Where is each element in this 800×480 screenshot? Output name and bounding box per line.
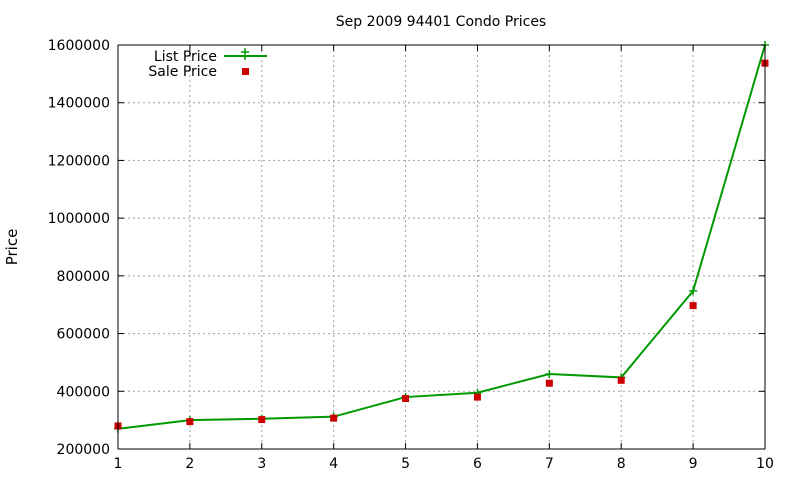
sale-price-point	[617, 376, 625, 384]
y-tick-label: 1000000	[48, 211, 110, 227]
x-tick-label: 2	[185, 456, 194, 472]
x-tick-label: 8	[617, 456, 626, 472]
legend-label-sale-price: Sale Price	[148, 64, 217, 80]
x-tick-label: 1	[114, 456, 123, 472]
series-layer	[114, 41, 769, 433]
x-tick-label: 7	[545, 456, 554, 472]
y-axis-label: Price	[3, 229, 21, 266]
x-tick-label: 10	[756, 456, 774, 472]
sale-price-point	[330, 414, 338, 422]
axis-ticks: 1 2 3 4 5 6 7 8 9 10 200000 400000 600000 800000 10000…	[48, 38, 774, 472]
sale-price-point	[689, 302, 697, 310]
list-price-line	[117, 44, 766, 430]
sale-price-point	[186, 418, 194, 426]
sale-price-point	[258, 416, 266, 424]
sale-price-point	[473, 393, 481, 401]
x-tick-label: 4	[329, 456, 338, 472]
chart-title: Sep 2009 94401 Condo Prices	[336, 14, 546, 30]
list-price-point	[689, 286, 698, 295]
y-tick-label: 1200000	[48, 153, 110, 169]
plot-frame	[117, 44, 766, 450]
legend-marker-sale-price	[242, 68, 249, 75]
legend-label-list-price: List Price	[154, 49, 217, 65]
legend: List Price Sale Price	[148, 48, 267, 80]
legend-marker-list-price	[241, 48, 249, 60]
y-tick-label: 600000	[57, 327, 110, 343]
sale-price-point	[545, 379, 553, 387]
grid-lines	[118, 45, 765, 449]
sale-price-point	[402, 395, 410, 402]
y-tick-label: 1400000	[48, 96, 110, 112]
x-tick-label: 5	[401, 456, 410, 472]
y-tick-label: 200000	[57, 442, 110, 458]
x-tick-label: 9	[689, 456, 698, 472]
y-tick-label: 800000	[57, 269, 110, 285]
x-tick-label: 6	[473, 456, 482, 472]
list-price-point	[545, 369, 554, 378]
x-tick-label: 3	[257, 456, 266, 472]
y-tick-label: 400000	[57, 384, 110, 400]
y-tick-label: 1600000	[48, 38, 110, 54]
